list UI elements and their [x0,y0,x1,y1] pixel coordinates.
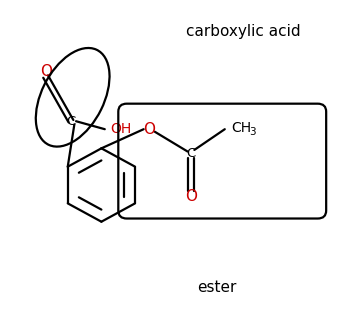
Text: 3: 3 [249,127,256,137]
Text: O: O [40,64,52,79]
Text: C: C [186,147,196,160]
Text: carboxylic acid: carboxylic acid [186,24,301,40]
Text: O: O [143,122,155,137]
Text: O: O [185,189,197,204]
Text: OH: OH [110,122,131,136]
Text: CH: CH [232,121,252,135]
Text: ester: ester [197,279,236,295]
Text: C: C [66,115,76,128]
